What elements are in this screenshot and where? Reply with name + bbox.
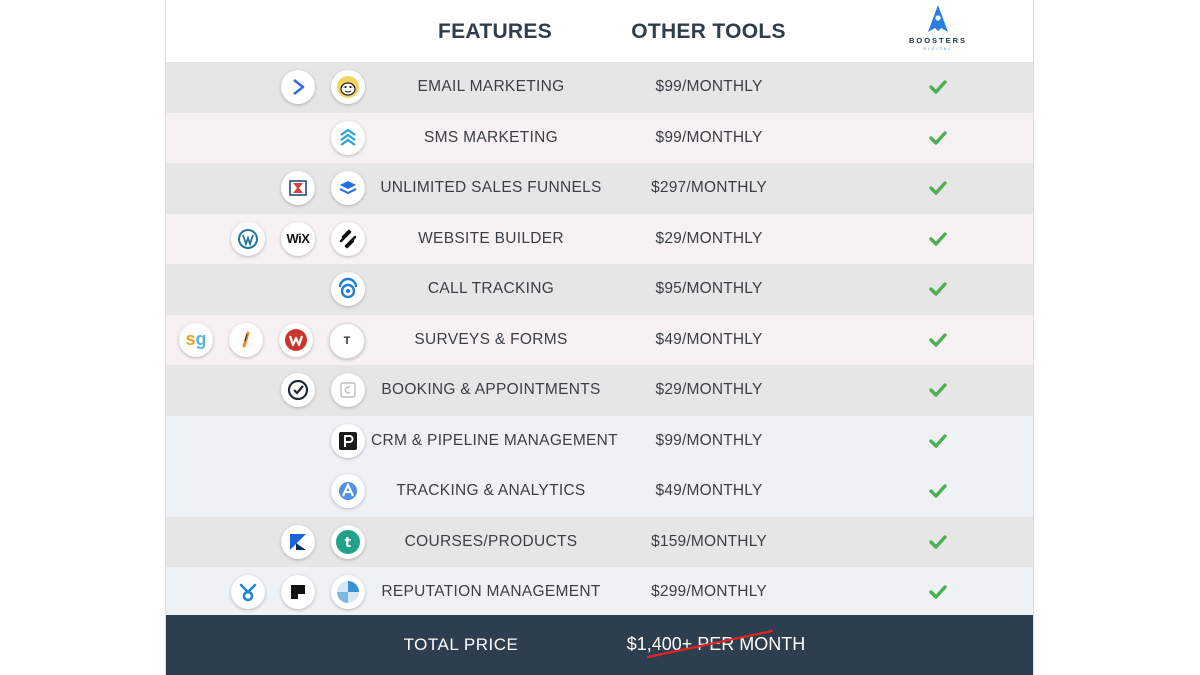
table-header: FEATURES OTHER TOOLS BOOSTERS DIGITAL [166,0,1033,62]
boosters-logo: BOOSTERS DIGITAL [903,4,973,58]
feature-name: COURSES/PRODUCTS [404,532,578,550]
feature-name: TRACKING & ANALYTICS [396,482,586,499]
competitor-price: $297/MONTHLY [651,179,767,196]
feature-name: EMAIL MARKETING [417,78,565,95]
competitor-price: $95/MONTHLY [655,280,763,297]
table-row: SMS MARKETING $99/MONTHLY [166,112,1033,163]
brand-subtitle: DIGITAL [923,46,953,51]
sms-layers-icon [331,120,365,155]
tool-icons [331,474,365,508]
comparison-card: FEATURES OTHER TOOLS BOOSTERS DIGITAL EM… [165,0,1034,675]
wufoo-icon [279,322,313,357]
competitor-price: $49/MONTHLY [655,330,763,348]
kajabi-icon [281,524,315,559]
checkmark-icon [929,433,947,448]
table-row: t COURSES/PRODUCTS $159/MONTHLY [166,516,1033,567]
feature-name: CALL TRACKING [427,280,555,297]
tool-icons [281,70,365,104]
rocket-icon [928,5,948,32]
typeform-icon: T [329,322,365,359]
pipedrive-icon [331,423,365,458]
tool-icons: WiX [231,221,365,256]
table-row: CALL TRACKING $95/MONTHLY [166,264,1033,315]
feature-name: REPUTATION MANAGEMENT [381,583,601,600]
tool-icons [331,272,365,306]
analytics-icon [331,474,365,508]
checkmark-icon [929,332,947,347]
competitor-price: $299/MONTHLY [651,583,767,600]
calendly-icon [331,373,365,407]
total-price-label: TOTAL PRICE [403,635,519,654]
brand-name: BOOSTERS [908,36,968,45]
competitor-price: $99/MONTHLY [655,431,763,449]
activecampaign-icon [281,70,315,104]
feature-name: CRM & PIPELINE MANAGEMENT [371,431,618,449]
checkmark-icon [929,534,947,549]
checkmark-icon [929,484,947,498]
grade-us-icon [331,575,365,609]
tool-icons [281,373,365,407]
feature-rows: EMAIL MARKETING $99/MONTHLY SMS MARKETIN… [166,62,1033,618]
table-row: REPUTATION MANAGEMENT $299/MONTHLY [166,567,1033,618]
checkmark-icon [929,181,947,195]
wix-icon: WiX [281,221,315,256]
tool-icons [281,171,365,205]
checkmark-icon [929,130,947,145]
competitor-price: $99/MONTHLY [655,128,763,146]
tool-icons: t [281,524,365,559]
table-row: BOOKING & APPOINTMENTS $29/MONTHLY [166,365,1033,416]
table-row: EMAIL MARKETING $99/MONTHLY [166,62,1033,113]
mailchimp-icon [331,70,365,104]
table-row: TRACKING & ANALYTICS $49/MONTHLY [166,466,1033,517]
checkmark-icon [929,585,947,599]
competitor-price: $29/MONTHLY [655,229,763,247]
clickfunnels-icon [281,171,315,205]
feature-name: BOOKING & APPOINTMENTS [381,381,601,398]
feature-name: SMS MARKETING [424,128,558,146]
competitor-price: $159/MONTHLY [651,532,767,550]
leadpages-icon [331,171,365,205]
checkmark-icon [929,282,947,296]
teachable-icon: t [331,524,365,559]
total-price-bar: TOTAL PRICE $1,400+ PER MONTH [166,615,1033,675]
jotform-icon [229,322,263,357]
feature-name: UNLIMITED SALES FUNNELS [380,179,602,196]
feature-name: WEBSITE BUILDER [418,229,564,247]
tool-icons [231,575,365,609]
tool-icons [331,120,365,155]
checkmark-icon [929,80,947,94]
table-row: UNLIMITED SALES FUNNELS $297/MONTHLY [166,163,1033,214]
table-row: WiX WEBSITE BUILDER $29/MONTHLY [166,213,1033,264]
acuity-icon [281,373,315,407]
feature-name: SURVEYS & FORMS [414,330,568,348]
table-row: CRM & PIPELINE MANAGEMENT $99/MONTHLY [166,415,1033,466]
checkmark-icon [929,231,947,246]
total-price-value: $1,400+ PER MONTH [626,634,806,654]
competitor-price: $99/MONTHLY [655,78,763,95]
svg-text:t: t [345,535,352,551]
squarespace-icon [331,221,365,256]
checkmark-icon [929,383,947,397]
features-column-header: FEATURES [438,20,553,43]
tool-icons [331,423,365,458]
strikethrough-mark [646,629,774,659]
podium-icon [281,575,315,609]
other-tools-column-header: OTHER TOOLS [631,20,786,43]
competitor-price: $49/MONTHLY [655,482,763,499]
birdeye-icon [231,575,265,609]
wordpress-icon [231,221,265,256]
competitor-price: $29/MONTHLY [655,381,763,398]
callrail-icon [331,272,365,306]
